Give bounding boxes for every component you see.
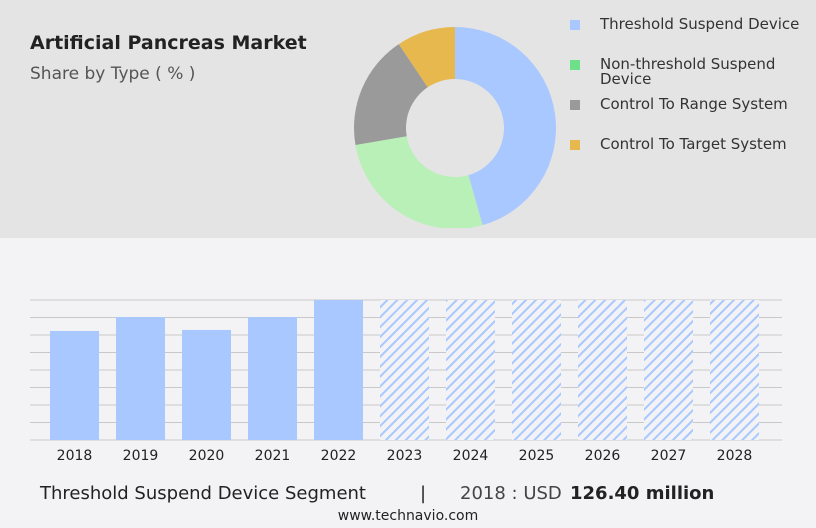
bar-chart: 2018 2019 2020 2021 2022 2023 2024 2025 2026 2027… bbox=[30, 299, 782, 464]
legend-swatch bbox=[570, 100, 580, 110]
legend-item: Control To Target System bbox=[570, 135, 810, 175]
legend-item: Threshold Suspend Device bbox=[570, 15, 810, 55]
legend-swatch bbox=[570, 140, 580, 150]
donut-slice-4 bbox=[398, 26, 455, 88]
x-tick-label: 2020 bbox=[189, 448, 225, 464]
donut-chart bbox=[354, 26, 556, 228]
x-tick-label: 2022 bbox=[321, 448, 357, 464]
x-tick-label: 2023 bbox=[387, 448, 423, 464]
legend-item: Control To Range System bbox=[570, 95, 810, 135]
bar-forecast-2027 bbox=[644, 300, 693, 440]
x-tick-label: 2018 bbox=[57, 448, 93, 464]
x-tick-label: 2024 bbox=[453, 448, 489, 464]
bar-forecast-2024 bbox=[446, 300, 495, 440]
legend-label: Control To Range System bbox=[600, 95, 788, 113]
legend: Threshold Suspend Device Non-threshold S… bbox=[570, 15, 810, 175]
segment-value: 126.40 million bbox=[570, 483, 715, 504]
legend-swatch bbox=[570, 60, 580, 70]
chart-subtitle: Share by Type ( % ) bbox=[30, 64, 196, 84]
donut-slice-2 bbox=[355, 136, 483, 228]
legend-label: Non-threshold Suspend Device bbox=[600, 55, 776, 88]
segment-label: Threshold Suspend Device Segment bbox=[40, 483, 366, 504]
legend-label: Threshold Suspend Device bbox=[600, 15, 800, 33]
bar-2021 bbox=[248, 316, 297, 440]
chart-title: Artificial Pancreas Market bbox=[30, 32, 307, 54]
bar-forecast-2025 bbox=[512, 300, 561, 440]
legend-label: Control To Target System bbox=[600, 135, 787, 153]
x-tick-label: 2025 bbox=[519, 448, 555, 464]
x-tick-label: 2019 bbox=[123, 448, 159, 464]
bar-forecast-2028 bbox=[710, 300, 759, 440]
legend-item: Non-threshold Suspend Device bbox=[570, 55, 810, 95]
bar-2018 bbox=[50, 330, 99, 440]
x-tick-label: 2027 bbox=[651, 448, 687, 464]
bar-forecast-2026 bbox=[578, 300, 627, 440]
x-tick-label: 2026 bbox=[585, 448, 621, 464]
bar-2019 bbox=[116, 316, 165, 440]
bar-2020 bbox=[182, 329, 231, 440]
donut-slice-1 bbox=[455, 27, 556, 226]
legend-swatch bbox=[570, 20, 580, 30]
donut-slice-3 bbox=[354, 44, 428, 146]
x-tick-label: 2021 bbox=[255, 448, 291, 464]
footer-separator: | bbox=[420, 483, 427, 504]
bar-forecast-2023 bbox=[380, 300, 429, 440]
source-url: www.technavio.com bbox=[337, 508, 479, 524]
x-tick-label: 2028 bbox=[717, 448, 753, 464]
bar-2022 bbox=[314, 300, 363, 440]
year-label: 2018 : USD bbox=[460, 483, 562, 504]
